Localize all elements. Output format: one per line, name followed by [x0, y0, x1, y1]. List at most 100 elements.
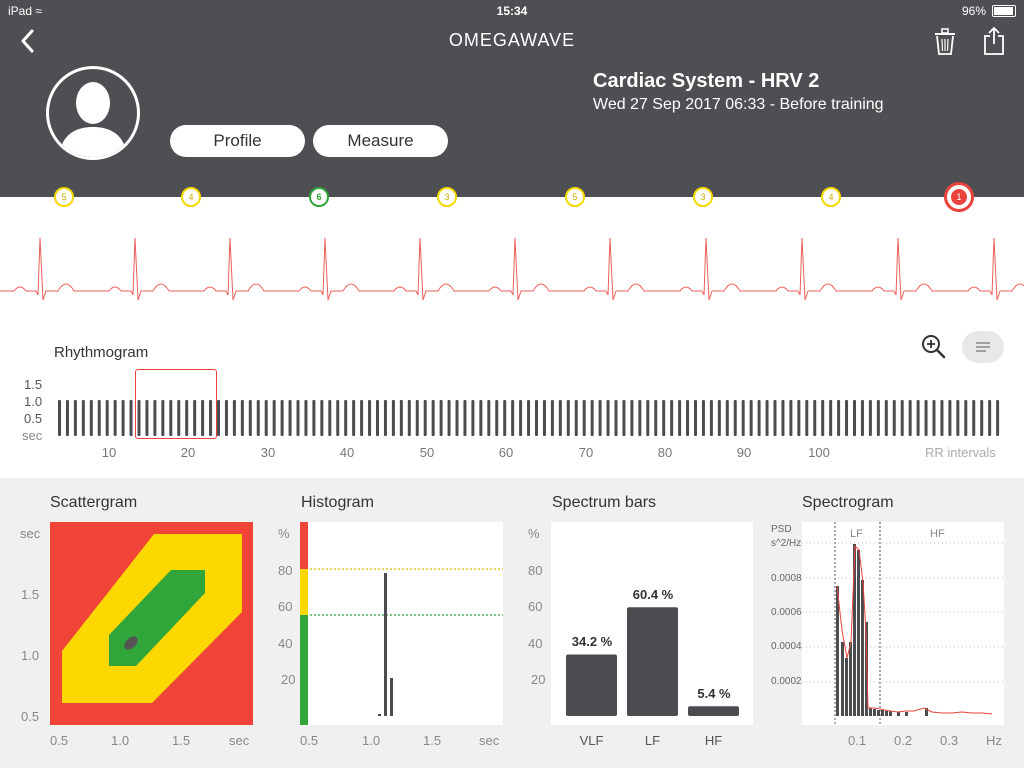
rhythm-xtick: 80 — [657, 445, 673, 460]
spectro-ytick: 0.0004 — [771, 641, 802, 652]
spectrum-label-lf: LF — [644, 733, 661, 748]
measurement-marker-2[interactable]: 4 — [181, 187, 201, 207]
spectrum-ytick: 60 — [528, 599, 543, 614]
trash-icon — [935, 28, 955, 55]
measure-button[interactable]: Measure — [313, 125, 448, 157]
rr-interval-bar — [892, 400, 896, 436]
scattergram-chart[interactable] — [50, 522, 253, 725]
rr-interval-bar — [217, 400, 220, 436]
spectrogram-title: Spectrogram — [802, 494, 894, 511]
measurement-marker-5[interactable]: 5 — [565, 187, 585, 207]
rhythm-xunit: RR intervals — [925, 445, 996, 460]
rr-interval-bar — [320, 400, 324, 436]
histogram-title: Histogram — [301, 494, 374, 511]
hist-scale-green — [300, 615, 308, 725]
brand-logo: OMEGAWAVE — [448, 30, 576, 50]
spectrum-label-hf: HF — [704, 733, 723, 748]
rr-interval-bar — [622, 400, 626, 436]
rr-interval-bar — [407, 400, 411, 436]
profile-button[interactable]: Profile — [170, 125, 305, 157]
measurement-marker-4[interactable]: 3 — [437, 187, 457, 207]
rr-interval-bar — [423, 400, 427, 436]
hist-ytick: 20 — [281, 672, 296, 687]
rr-interval-bar — [376, 400, 379, 436]
rr-interval-bar — [638, 400, 642, 436]
back-button[interactable] — [18, 28, 38, 59]
spectrum-ytick: 40 — [528, 636, 543, 651]
measurement-marker-8-selected[interactable]: 1 — [944, 182, 974, 212]
spectrum-bars-chart[interactable] — [551, 522, 753, 725]
rr-interval-bar — [701, 400, 705, 436]
battery-percent: 96% — [961, 4, 986, 18]
hist-xunit: sec — [479, 733, 500, 748]
rr-interval-bar — [765, 400, 769, 436]
rr-interval-bar — [479, 400, 483, 436]
scatter-ytick: sec — [20, 526, 41, 541]
spectrum-value-lf: 60.4 % — [632, 587, 674, 603]
hist-yunit: % — [278, 526, 290, 541]
rr-interval-bar — [662, 400, 666, 436]
status-bar: iPad ≈ 15:34 96% — [0, 0, 1024, 20]
hist-ytick: 40 — [278, 636, 293, 651]
spectro-xunit: Hz — [986, 733, 1002, 748]
rr-interval-bar — [654, 400, 658, 436]
spectro-curve — [836, 544, 993, 715]
hist-bar — [384, 573, 387, 716]
share-button[interactable] — [983, 26, 1005, 61]
chevron-left-icon — [21, 29, 34, 53]
spectro-xtick: 0.3 — [940, 733, 959, 748]
rr-interval-bar — [829, 400, 833, 436]
hist-ytick: 60 — [278, 599, 293, 614]
rr-interval-bar — [511, 400, 515, 436]
spectro-ytick: 0.0008 — [771, 573, 802, 584]
rr-interval-bar — [280, 400, 284, 436]
rhythm-xtick: 90 — [736, 445, 752, 460]
user-silhouette-icon — [59, 82, 127, 157]
measurement-marker-6[interactable]: 3 — [693, 187, 713, 207]
rr-interval-bar — [73, 400, 77, 436]
rr-interval-bar — [725, 400, 729, 436]
battery-icon — [992, 5, 1016, 17]
hist-scale-yellow — [300, 569, 308, 615]
measurement-marker-1[interactable]: 5 — [54, 187, 74, 207]
zoom-in-icon — [922, 335, 946, 359]
rr-interval-bar — [137, 400, 141, 436]
spectro-band-lf: LF — [850, 528, 863, 540]
rr-interval-bar — [614, 400, 618, 436]
list-view-button[interactable] — [962, 331, 1004, 363]
scatter-xtick: 1.0 — [111, 733, 130, 748]
rr-interval-bar — [304, 400, 308, 436]
rhythm-xtick: 100 — [808, 445, 830, 460]
rr-interval-bar — [630, 400, 634, 436]
carrier-label: iPad ≈ — [8, 4, 42, 18]
rr-interval-bar — [670, 400, 674, 436]
rr-interval-bar — [550, 400, 554, 436]
rr-interval-bar — [169, 400, 173, 436]
rr-interval-bar — [646, 400, 650, 436]
hist-scale-red — [300, 522, 308, 569]
rr-interval-bar — [868, 400, 872, 436]
rr-interval-bar — [574, 400, 578, 436]
rr-interval-bar — [344, 400, 348, 436]
rr-interval-bar — [860, 400, 864, 436]
spectrum-bar-vlf — [566, 654, 617, 716]
rr-interval-bar — [837, 400, 841, 436]
spectro-band-hf: HF — [930, 528, 945, 540]
rr-interval-bar — [129, 400, 133, 436]
avatar[interactable] — [46, 66, 140, 160]
delete-button[interactable] — [933, 28, 957, 61]
spectrogram-chart[interactable] — [802, 522, 1004, 725]
rhythmogram-selection[interactable] — [135, 369, 217, 439]
rr-interval-bar — [845, 400, 849, 436]
histogram-chart[interactable] — [300, 522, 503, 725]
rr-interval-bar — [932, 400, 936, 436]
rr-interval-bar — [741, 400, 745, 436]
rr-interval-bar — [519, 400, 523, 436]
measurement-marker-3[interactable]: 6 — [309, 187, 329, 207]
rr-interval-bar — [264, 400, 268, 436]
rr-interval-bar — [161, 400, 165, 436]
rr-interval-bar — [272, 400, 276, 436]
rhythm-yunit: sec — [22, 428, 43, 443]
zoom-button[interactable] — [920, 333, 946, 364]
measurement-marker-7[interactable]: 4 — [821, 187, 841, 207]
